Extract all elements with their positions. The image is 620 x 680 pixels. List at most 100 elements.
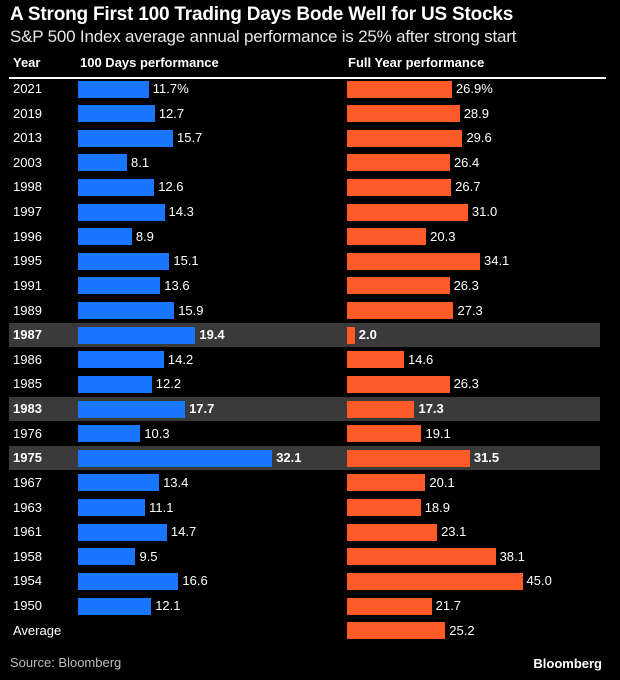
bar-100-days-1987 — [78, 326, 196, 344]
bar-full-year-1950 — [347, 597, 432, 615]
bar-100-days-1954 — [78, 572, 179, 590]
value-label-100-days-1985: 12.2 — [155, 376, 182, 392]
value-label-100-days-1954: 16.6 — [182, 573, 208, 589]
year-label: 2013 — [13, 130, 42, 146]
value-label-100-days-1983: 17.7 — [189, 401, 215, 417]
bar-full-year-Average — [347, 622, 446, 640]
bar-full-year-1975 — [347, 449, 470, 467]
value-label-full-year-2019: 28.9 — [463, 105, 490, 121]
value-label-full-year-1975: 31.5 — [473, 450, 500, 466]
bar-full-year-1985 — [347, 375, 450, 393]
year-label: 1989 — [13, 302, 42, 318]
value-label-full-year-1997: 31.0 — [471, 204, 498, 220]
value-label-100-days-2013: 15.7 — [176, 130, 203, 146]
bar-100-days-1950 — [78, 597, 152, 615]
year-label: 1996 — [13, 228, 42, 244]
bar-100-days-1998 — [78, 178, 155, 196]
value-label-100-days-2021: 11.7% — [152, 81, 189, 96]
value-label-full-year-1987: 2.0 — [358, 327, 377, 343]
bar-100-days-1983 — [78, 400, 186, 418]
year-label: Average — [13, 622, 62, 638]
year-label: 1983 — [13, 401, 42, 417]
value-label-100-days-1995: 15.1 — [173, 253, 199, 269]
bar-100-days-1976 — [78, 425, 141, 443]
value-label-100-days-1967: 13.4 — [163, 474, 189, 490]
value-label-100-days-1958: 9.5 — [139, 548, 158, 564]
bar-full-year-1987 — [347, 326, 355, 344]
year-label: 1986 — [13, 351, 42, 367]
year-label: 1998 — [13, 179, 42, 195]
year-label: 1987 — [13, 327, 42, 343]
year-label: 2003 — [13, 154, 42, 170]
value-label-full-year-1985: 26.3 — [453, 376, 479, 392]
bar-full-year-1976 — [347, 425, 422, 443]
value-label-100-days-2019: 12.7 — [158, 105, 185, 121]
bar-full-year-1986 — [347, 351, 404, 369]
year-label: 1991 — [13, 277, 42, 293]
value-label-100-days-1950: 12.1 — [155, 598, 181, 614]
value-label-full-year-Average: 25.2 — [449, 622, 475, 638]
value-label-100-days-1998: 12.6 — [158, 179, 184, 195]
bar-full-year-1967 — [347, 474, 426, 492]
value-label-full-year-1986: 14.6 — [407, 351, 434, 367]
bar-100-days-1991 — [78, 277, 161, 295]
value-label-100-days-1996: 8.9 — [135, 228, 154, 244]
bar-full-year-1991 — [347, 277, 450, 295]
column-header-full-year: Full Year performance — [348, 55, 485, 70]
year-label: 1975 — [13, 450, 42, 466]
bar-100-days-1961 — [78, 523, 167, 541]
bar-100-days-1967 — [78, 474, 160, 492]
value-label-full-year-1963: 18.9 — [424, 499, 451, 515]
bar-100-days-1989 — [78, 302, 175, 320]
bar-full-year-2003 — [347, 154, 450, 172]
value-label-full-year-1954: 45.0 — [526, 573, 552, 589]
value-label-100-days-1997: 14.3 — [168, 204, 194, 220]
bar-full-year-1997 — [347, 203, 468, 221]
value-label-full-year-2003: 26.4 — [453, 154, 480, 170]
value-label-full-year-1967: 20.1 — [429, 474, 455, 490]
value-label-full-year-2021: 26.9% — [455, 81, 493, 96]
column-header-year: Year — [13, 55, 41, 70]
bar-100-days-1995 — [78, 252, 170, 270]
bar-100-days-1975 — [78, 449, 273, 467]
value-label-full-year-1998: 26.7 — [455, 179, 481, 195]
value-label-full-year-1958: 38.1 — [499, 548, 525, 564]
bar-full-year-1998 — [347, 178, 452, 196]
value-label-100-days-2003: 8.1 — [131, 154, 150, 170]
value-label-full-year-1976: 19.1 — [425, 425, 451, 441]
bar-full-year-1983 — [347, 400, 415, 418]
year-label: 1995 — [13, 253, 42, 269]
value-label-100-days-1986: 14.2 — [167, 351, 194, 367]
bar-full-year-1958 — [347, 548, 496, 566]
value-label-full-year-1950: 21.7 — [435, 598, 461, 614]
year-label: 1961 — [13, 524, 42, 540]
header-rule — [9, 77, 606, 79]
value-label-full-year-1996: 20.3 — [430, 228, 456, 244]
bar-100-days-1963 — [78, 499, 146, 517]
chart-subtitle: S&P 500 Index average annual performance… — [10, 27, 517, 46]
year-label: 1976 — [13, 425, 42, 441]
bar-full-year-1989 — [347, 302, 454, 320]
year-label: 1985 — [13, 376, 42, 392]
bar-100-days-1996 — [78, 228, 132, 246]
value-label-full-year-1983: 17.3 — [418, 401, 444, 417]
value-label-100-days-1963: 11.1 — [149, 499, 174, 515]
source-note: Source: Bloomberg — [10, 655, 122, 670]
value-label-100-days-1991: 13.6 — [164, 277, 190, 293]
value-label-full-year-1961: 23.1 — [441, 524, 467, 540]
year-label: 1950 — [13, 598, 42, 614]
bar-100-days-1985 — [78, 375, 152, 393]
bar-full-year-1961 — [347, 523, 438, 541]
year-label: 2021 — [13, 81, 42, 96]
bar-full-year-2021 — [347, 80, 452, 98]
value-label-100-days-1975: 32.1 — [276, 450, 302, 466]
value-label-100-days-1987: 19.4 — [199, 327, 225, 343]
bar-full-year-2019 — [347, 105, 460, 123]
bar-full-year-1995 — [347, 252, 480, 270]
chart-title: A Strong First 100 Trading Days Bode Wel… — [10, 4, 514, 25]
bar-full-year-2013 — [347, 129, 463, 147]
bar-full-year-1996 — [347, 228, 427, 246]
year-label: 1963 — [13, 499, 42, 515]
value-label-full-year-1995: 34.1 — [483, 253, 510, 269]
bloomberg-logo: Bloomberg — [533, 656, 602, 671]
